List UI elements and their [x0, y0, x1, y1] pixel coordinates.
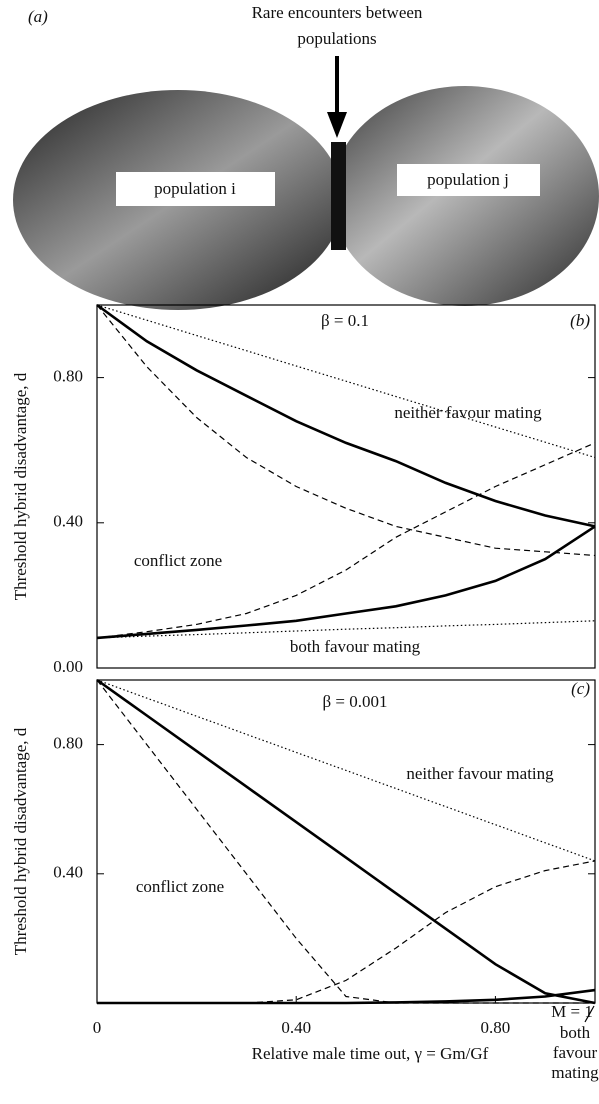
plot-frame — [96, 304, 596, 669]
population-label: population i — [154, 179, 236, 198]
series-line — [96, 304, 596, 557]
x-axis-label: Relative male time out, γ = Gm/Gf — [252, 1044, 489, 1063]
annotation: conflict zone — [134, 551, 222, 570]
y-axis-label: Threshold hybrid disadvantage, d — [11, 372, 30, 600]
label-box — [397, 164, 540, 196]
series-line — [96, 620, 596, 639]
series-line — [96, 678, 596, 1005]
annotation: neither favour mating — [394, 403, 542, 422]
series-line — [97, 860, 596, 1004]
annotation: β = 0.1 — [321, 311, 369, 330]
annotation: Rare encounters between — [252, 3, 423, 22]
annotation: conflict zone — [136, 877, 224, 896]
series-line — [96, 679, 595, 1004]
annotation: both favour mating — [290, 637, 421, 656]
population-label: population j — [427, 170, 509, 189]
series-line — [96, 303, 596, 528]
annotation: β = 0.001 — [323, 692, 388, 711]
annotation: populations — [297, 29, 376, 48]
x-tick-label: 0.80 — [481, 1018, 511, 1037]
arrow-head — [327, 112, 347, 138]
annotation: neither favour mating — [406, 764, 554, 783]
y-tick-label: 0.40 — [53, 863, 83, 882]
annotation: (c) — [571, 679, 590, 698]
x-tick-label: 0 — [93, 1018, 102, 1037]
x-tick-label: 0.40 — [281, 1018, 311, 1037]
y-tick-label: 0.80 — [53, 734, 83, 753]
series-line — [96, 679, 596, 862]
series-line — [96, 525, 596, 640]
annotation: favour — [553, 1043, 598, 1062]
y-tick-label: 0.40 — [53, 512, 83, 531]
plot-frame — [96, 679, 596, 1004]
y-axis-label: Threshold hybrid disadvantage, d — [11, 727, 30, 955]
annotation: M = 1 — [551, 1002, 593, 1021]
y-tick-label: 0.00 — [53, 657, 83, 676]
series-line — [96, 442, 596, 639]
label-box — [116, 172, 275, 206]
y-tick-label: 0.80 — [53, 367, 83, 386]
pointer — [584, 1005, 595, 1023]
annotation: both — [560, 1023, 591, 1042]
annotation: mating — [551, 1063, 599, 1082]
series-line — [96, 304, 596, 459]
contact-zone — [331, 142, 346, 250]
panel-label: (a) — [28, 7, 48, 26]
annotation: (b) — [570, 311, 590, 330]
